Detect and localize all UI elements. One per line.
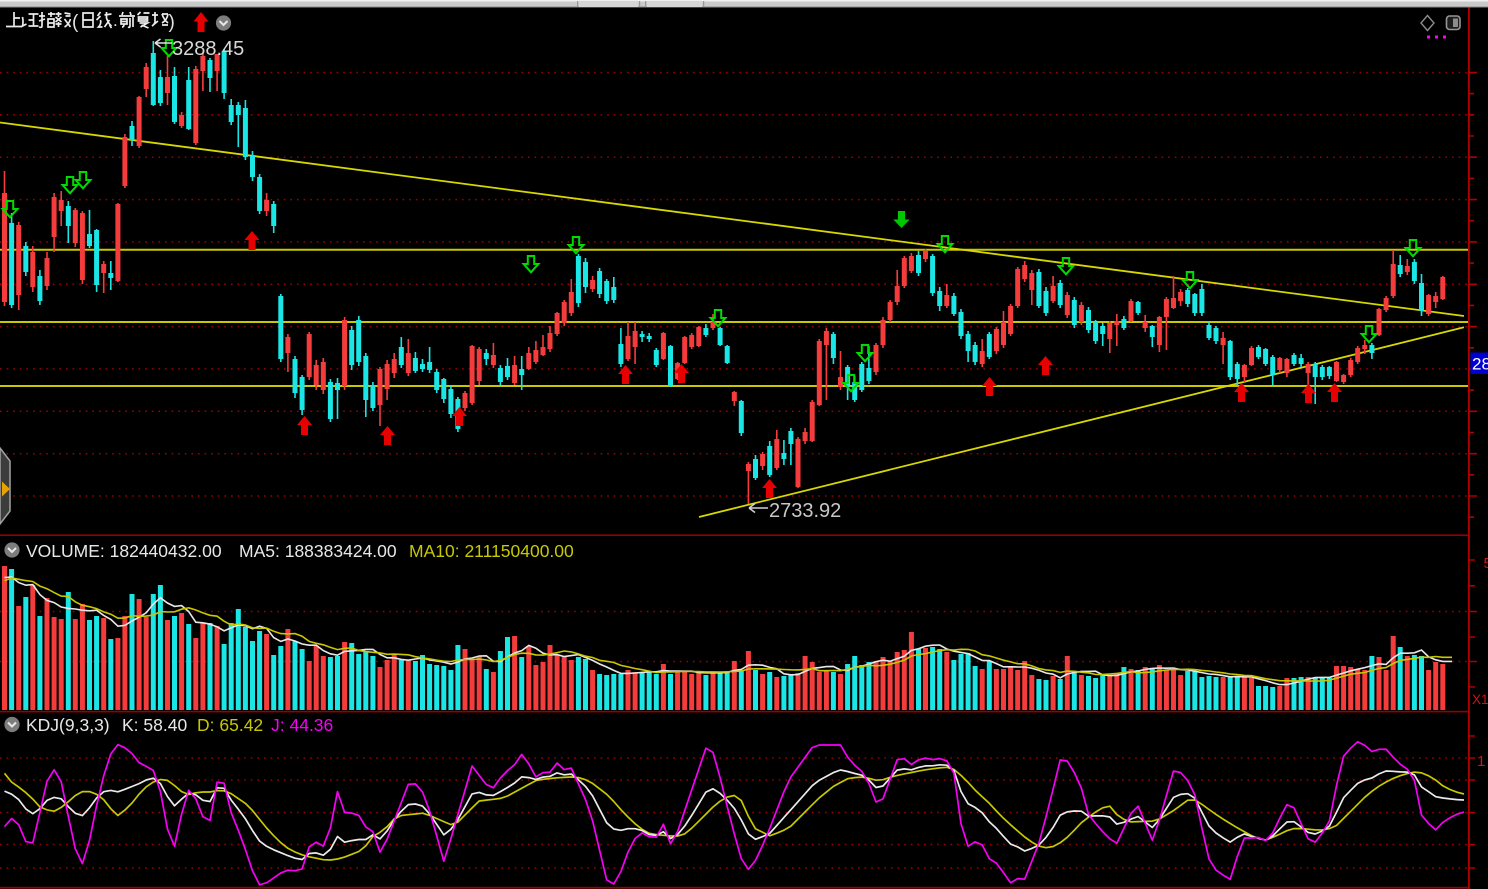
svg-text:3288.45: 3288.45 [172,38,244,60]
svg-text:(: ( [72,12,79,33]
svg-text:2733.92: 2733.92 [769,500,841,522]
svg-text:J: 44.36: J: 44.36 [271,715,333,735]
svg-text:D: 65.42: D: 65.42 [197,715,263,735]
svg-text:VOLUME: 182440432.00: VOLUME: 182440432.00 [26,541,222,561]
svg-text:MA10: 211150400.00: MA10: 211150400.00 [409,541,574,561]
svg-text:.: . [113,11,118,30]
svg-text:X1: X1 [1472,692,1488,707]
svg-text:MA5: 188383424.00: MA5: 188383424.00 [239,541,397,561]
svg-text:5: 5 [1484,555,1488,572]
svg-text:28: 28 [1472,355,1488,374]
svg-text:): ) [169,12,175,33]
svg-text:KDJ(9,3,3): KDJ(9,3,3) [26,715,110,735]
svg-text:1: 1 [1477,753,1485,770]
svg-text:K: 58.40: K: 58.40 [122,715,187,735]
